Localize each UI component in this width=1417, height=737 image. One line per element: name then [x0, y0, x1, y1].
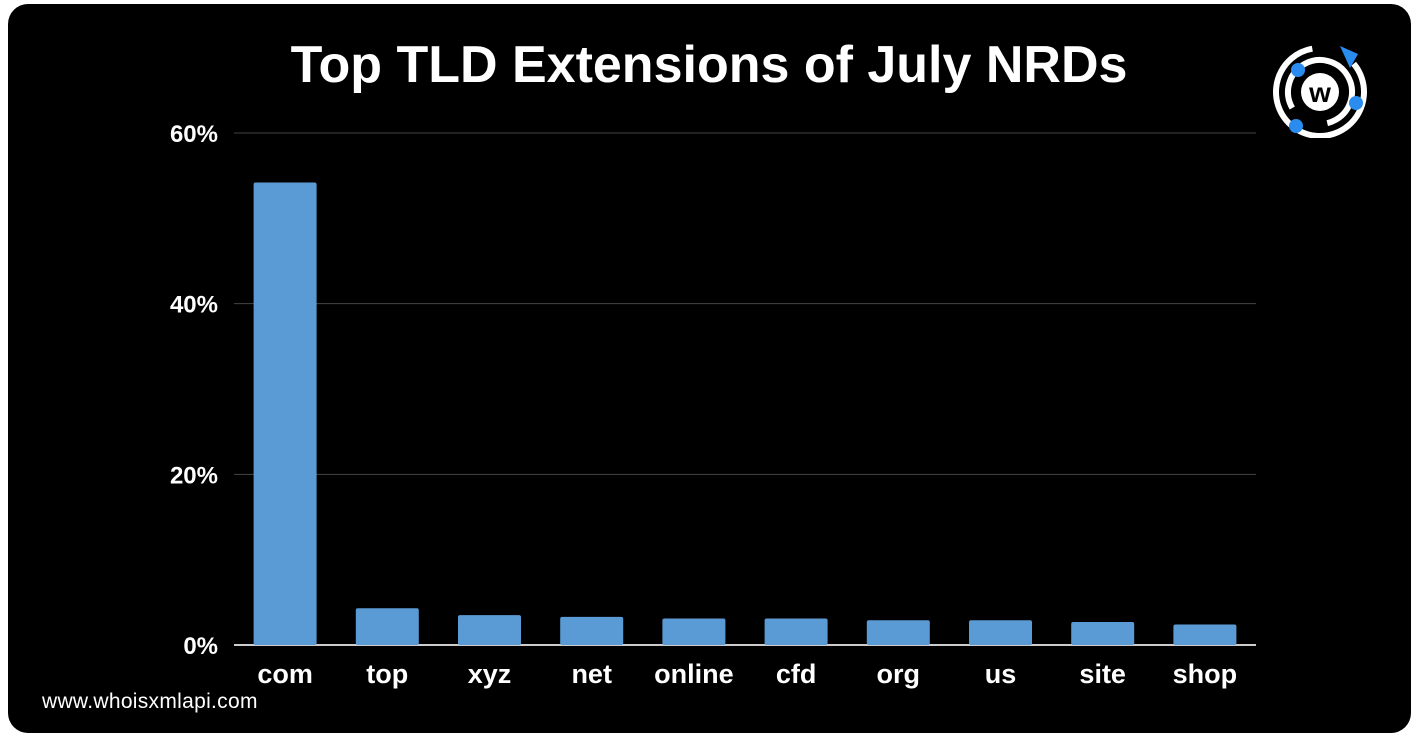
x-category-label: top: [366, 659, 408, 689]
x-category-label: org: [877, 659, 921, 689]
bar-net: [560, 616, 624, 645]
x-category-label: shop: [1173, 659, 1238, 689]
bar-shop: [1173, 624, 1237, 645]
bar-online: [662, 618, 726, 645]
y-tick-label: 0%: [183, 633, 218, 660]
chart-frame: Top TLD Extensions of July NRDs 0% 20% 40%…: [8, 4, 1411, 733]
x-category-label: site: [1079, 659, 1126, 689]
gridlines: [234, 132, 1256, 646]
y-tick-label: 20%: [170, 462, 218, 489]
bar-cfd: [764, 618, 828, 645]
logo-letter: w: [1308, 77, 1331, 108]
whoisxmlapi-logo-icon: w: [1273, 45, 1367, 138]
bar-us: [969, 620, 1032, 645]
x-category-label: us: [985, 659, 1017, 689]
bar-org: [866, 620, 930, 645]
x-category-label: xyz: [468, 659, 512, 689]
chart-title: Top TLD Extensions of July NRDs: [291, 36, 1128, 94]
y-axis-ticks: 0% 20% 40% 60%: [170, 121, 218, 660]
bar-chart: Top TLD Extensions of July NRDs 0% 20% 40%…: [170, 36, 1256, 689]
footer-url[interactable]: www.whoisxmlapi.com: [42, 690, 258, 713]
y-tick-label: 60%: [170, 121, 218, 148]
bar-com: [253, 182, 317, 645]
x-category-label: cfd: [776, 659, 817, 689]
bars: [253, 182, 1237, 645]
bar-site: [1071, 621, 1135, 645]
y-tick-label: 40%: [170, 292, 218, 319]
x-category-label: com: [257, 659, 313, 689]
x-category-label: online: [654, 659, 734, 689]
x-axis-categories: com top xyz net online cfd org us site shop: [257, 659, 1237, 689]
x-category-label: net: [571, 659, 612, 689]
bar-top: [355, 608, 419, 645]
bar-xyz: [458, 615, 521, 645]
